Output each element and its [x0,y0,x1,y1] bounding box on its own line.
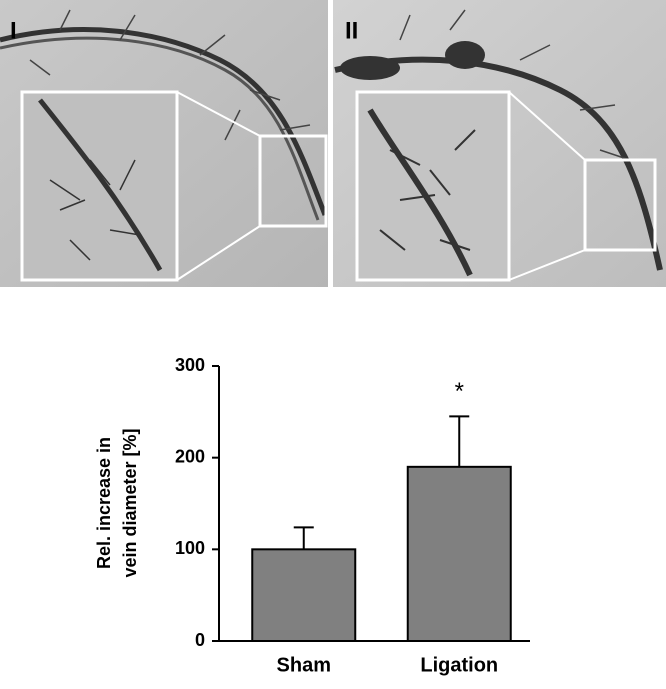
micrograph-panel: I [0,0,328,287]
bar [406,465,512,643]
x-tick-label: Sham [277,654,331,676]
y-tick-label: 300 [175,355,205,375]
y-tick-label: 200 [175,446,205,466]
y-axis-label: vein diameter [%] [120,428,140,577]
panel-label: II [345,17,358,44]
y-axis-label: Rel. increase in [94,437,114,569]
panel-label: I [10,17,17,44]
significance-marker: * [455,378,464,405]
y-tick-label: 0 [195,630,205,650]
bar [251,548,357,642]
y-tick-label: 100 [175,538,205,558]
x-tick-label: Ligation [420,654,498,676]
micrograph-panel: II [333,0,666,287]
